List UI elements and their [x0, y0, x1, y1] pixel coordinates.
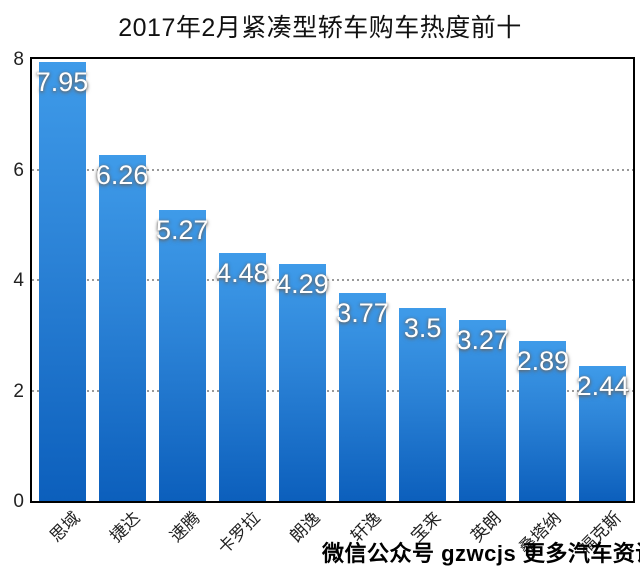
- chart-title: 2017年2月紧凑型轿车购车热度前十: [118, 14, 522, 42]
- bar-轩逸: [339, 292, 387, 501]
- bar-福克斯: [579, 366, 627, 501]
- x-tick-label-速腾: 速腾: [166, 508, 204, 546]
- watermark: 微信公众号 gzwcjs 更多汽车资讯: [322, 541, 640, 566]
- y-tick-label: 4: [13, 270, 24, 291]
- y-tick-label: 2: [13, 380, 24, 402]
- gridline: [32, 168, 633, 171]
- y-tick-label: 0: [13, 491, 24, 512]
- bar-思域: [38, 61, 86, 501]
- bar-value-label: 7.95: [35, 66, 89, 97]
- bar-桑塔纳: [519, 341, 567, 501]
- bar-英朗: [459, 320, 507, 501]
- x-tick-label-朗逸: 朗逸: [286, 508, 325, 546]
- x-tick-label-捷达: 捷达: [106, 508, 144, 546]
- bar-value-label: 2.44: [576, 371, 630, 402]
- y-tick-label: 6: [13, 159, 24, 181]
- bar-value-label: 2.89: [516, 346, 570, 377]
- bar-value-label: 5.27: [155, 214, 209, 245]
- plot-area: 7.95 6.26 5.27 4.48 4.29 3.77 3.5 3.27 2.89 2.44: [30, 57, 635, 503]
- y-tick-label: 8: [13, 49, 24, 70]
- bar-value-label: 6.26: [95, 160, 149, 191]
- x-tick-label-思域: 思域: [46, 508, 84, 546]
- bar-value-label: 4.29: [276, 268, 329, 299]
- bar-value-label: 3.77: [336, 297, 389, 328]
- bar-捷达: [98, 155, 146, 501]
- bar-value-label: 3.27: [456, 325, 510, 356]
- bar-value-label: 3.5: [403, 312, 442, 343]
- x-tick-label-卡罗拉: 卡罗拉: [214, 508, 265, 558]
- bar-卡罗拉: [218, 253, 266, 501]
- gridline: [32, 389, 633, 392]
- bar-宝来: [399, 307, 447, 501]
- bar-朗逸: [278, 263, 326, 501]
- gridline: [32, 279, 633, 281]
- bar-速腾: [158, 209, 206, 501]
- bar-value-label: 4.48: [216, 258, 269, 289]
